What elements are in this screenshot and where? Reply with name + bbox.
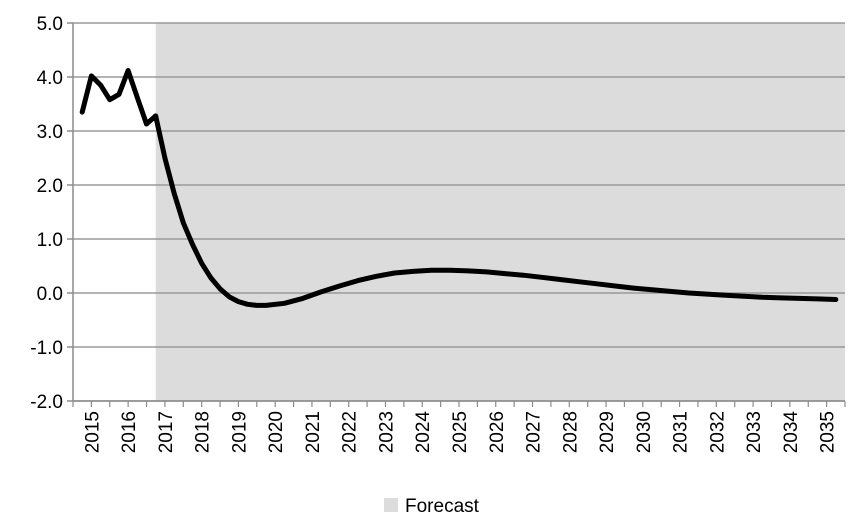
x-tick-label: 2016: [119, 411, 140, 453]
x-tick-label: 2031: [671, 411, 692, 453]
y-tick-label: 1.0: [37, 230, 63, 251]
y-tick-label: 4.0: [37, 68, 63, 89]
x-tick-label: 2035: [818, 411, 839, 453]
x-tick-label: 2025: [450, 411, 471, 453]
x-tick-label: 2021: [303, 411, 324, 453]
y-tick-label: -1.0: [30, 338, 63, 359]
x-tick-label: 2015: [82, 411, 103, 453]
x-tick-label: 2022: [340, 411, 361, 453]
series-line: [79, 68, 839, 308]
x-tick-label: 2023: [376, 411, 397, 453]
x-tick-label: 2030: [634, 411, 655, 453]
x-tick-label: 2032: [707, 411, 728, 453]
y-tick-label: 3.0: [37, 122, 63, 143]
x-tick-label: 2028: [560, 411, 581, 453]
x-tick-label: 2033: [744, 411, 765, 453]
y-tick-label: 0.0: [37, 284, 63, 305]
x-tick-label: 2020: [266, 411, 287, 453]
y-tick-label: 2.0: [37, 176, 63, 197]
x-tick-label: 2027: [524, 411, 545, 453]
forecast-region: [155, 23, 845, 401]
legend-label: Forecast: [405, 496, 480, 517]
x-tick-label: 2017: [156, 411, 177, 453]
x-tick-label: 2018: [193, 411, 214, 453]
x-tick-label: 2024: [413, 411, 434, 454]
x-tick-label: 2019: [229, 411, 250, 453]
x-tick-label: 2029: [597, 411, 618, 453]
legend-swatch: [384, 498, 398, 512]
x-tick-label: 2034: [781, 411, 802, 454]
y-tick-label: 5.0: [37, 14, 63, 35]
x-tick-label: 2026: [487, 411, 508, 453]
y-tick-label: -2.0: [30, 392, 63, 413]
